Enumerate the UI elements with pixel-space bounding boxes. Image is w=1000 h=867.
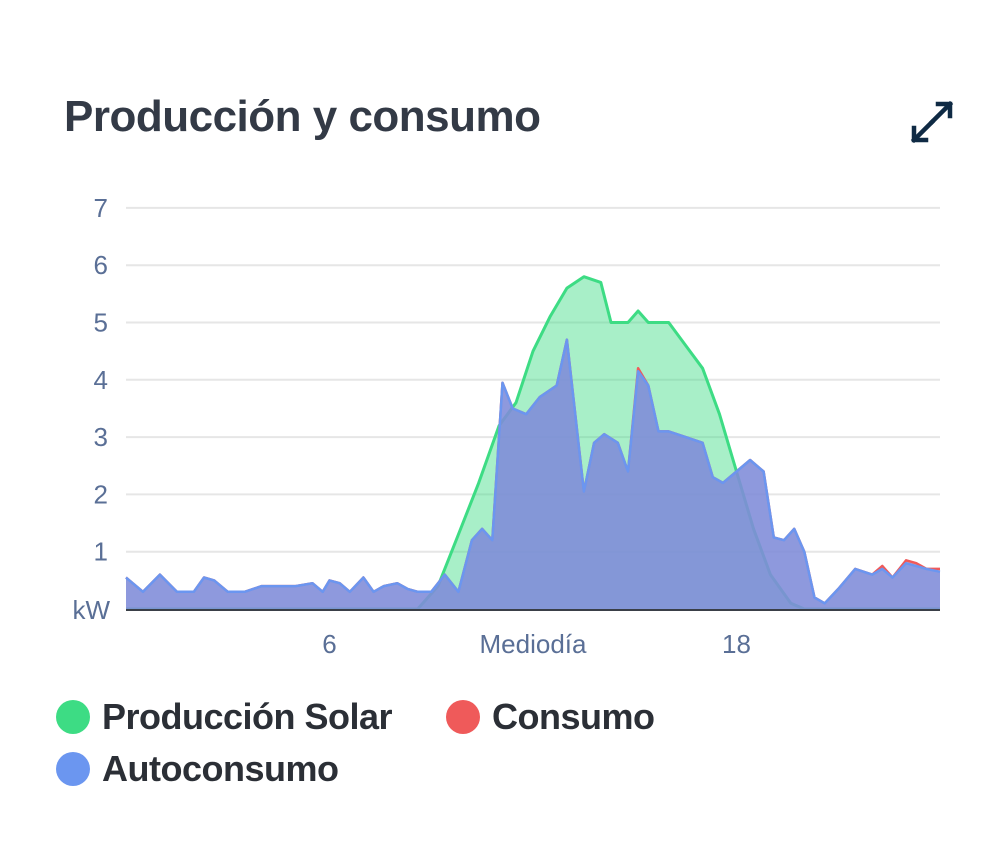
- x-tick-label: Mediodía: [480, 629, 587, 659]
- y-tick-label: 2: [94, 479, 108, 509]
- legend-item-produccion-solar[interactable]: Producción Solar: [56, 696, 393, 738]
- series-area-autoconsumo: [126, 339, 940, 609]
- y-tick-label: 5: [94, 308, 108, 338]
- legend-dot-autoconsumo: [56, 752, 90, 786]
- legend-dot-consumo: [446, 700, 480, 734]
- axes: 1 2 3 4 5 6 7 kW 6 Mediodía 18: [72, 193, 940, 659]
- legend-label: Consumo: [492, 696, 655, 737]
- area-chart: 1 2 3 4 5 6 7 kW 6 Mediodía 18: [72, 193, 941, 659]
- chart-title: Producción y consumo: [64, 92, 541, 141]
- series-line-autoconsumo: [125, 338, 941, 605]
- y-unit-label: kW: [72, 595, 110, 625]
- chart-legend: Producción Solar Consumo Autoconsumo: [56, 696, 956, 806]
- legend-label: Producción Solar: [102, 696, 393, 737]
- y-tick-label: 6: [94, 250, 108, 280]
- legend-item-consumo[interactable]: Consumo: [446, 696, 655, 738]
- y-tick-label: 3: [94, 422, 108, 452]
- legend-item-autoconsumo[interactable]: Autoconsumo: [56, 748, 339, 790]
- series-areas: [125, 275, 941, 611]
- legend-label: Autoconsumo: [102, 748, 339, 789]
- expand-button[interactable]: [906, 96, 958, 148]
- y-tick-label: 1: [94, 537, 108, 567]
- y-tick-label: 4: [94, 365, 108, 395]
- x-tick-label: 18: [722, 629, 751, 659]
- x-tick-label: 6: [322, 629, 336, 659]
- y-tick-label: 7: [94, 193, 108, 223]
- expand-arrows-icon: [910, 100, 954, 144]
- legend-dot-produccion: [56, 700, 90, 734]
